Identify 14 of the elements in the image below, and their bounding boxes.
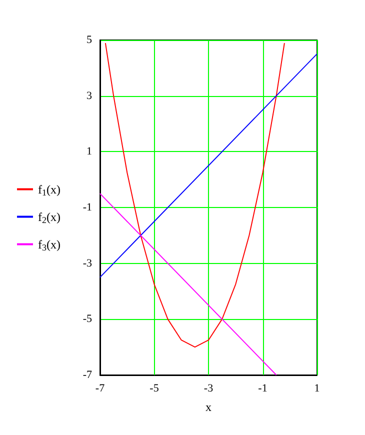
y-tick-label: -1 [82, 202, 92, 214]
x-tick-label: -7 [95, 382, 106, 394]
y-tick-label: -7 [82, 369, 92, 381]
y-tick-label: 3 [86, 90, 92, 102]
y-tick-label: 1 [86, 146, 92, 158]
x-tick-label: -1 [258, 382, 268, 394]
x-tick-label: -5 [150, 382, 160, 394]
line-series [104, 42, 285, 348]
x-axis-title: x [206, 400, 212, 414]
x-tick-label: 1 [314, 382, 320, 394]
y-tick-label: -5 [82, 313, 92, 326]
x-tick-label: -3 [204, 382, 214, 394]
y-tick-label: -3 [82, 257, 92, 270]
y-tick-label: 5 [86, 34, 92, 46]
